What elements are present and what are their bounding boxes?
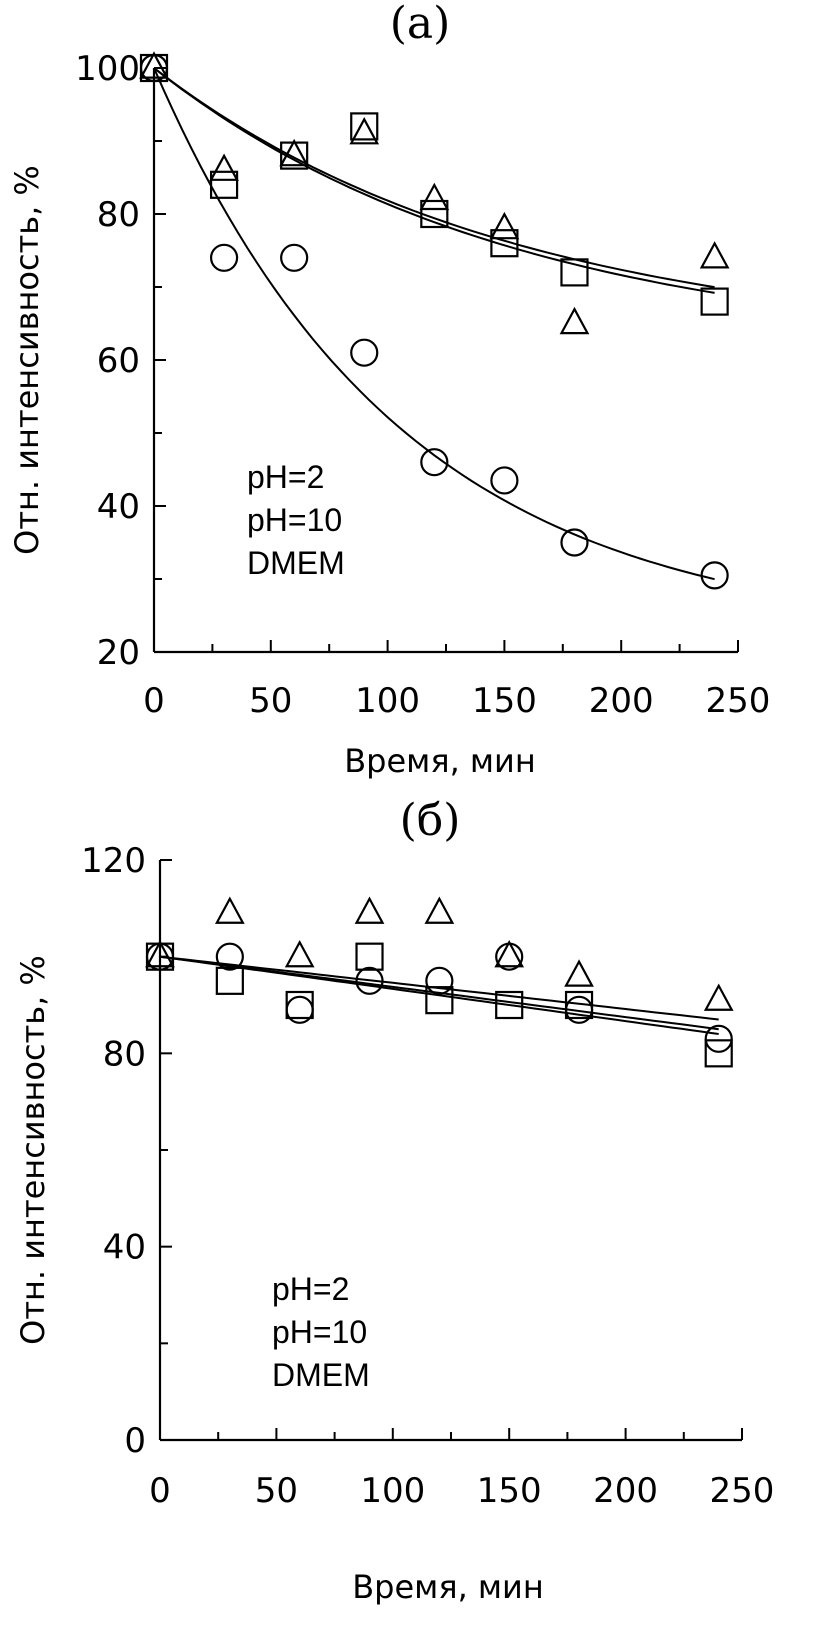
series-square (139, 53, 729, 316)
x-tick-label: 50 (255, 1471, 298, 1511)
data-point-triangle (559, 306, 590, 335)
x-tick-label: 250 (710, 1471, 775, 1511)
data-point-square (215, 966, 244, 995)
data-point-square (209, 170, 239, 199)
data-point-circle (285, 995, 314, 1024)
x-tick-label: 250 (706, 681, 771, 721)
data-point-triangle (564, 959, 594, 987)
data-point-triangle (145, 939, 175, 968)
data-point-square (700, 287, 729, 316)
data-point-triangle (419, 182, 450, 211)
legend-entry: pH=10 (272, 1314, 367, 1350)
panel-title: (a) (390, 0, 451, 49)
data-point-circle (564, 995, 594, 1024)
y-tick-label: 80 (97, 195, 140, 235)
data-point-circle (495, 942, 524, 971)
x-tick-label: 0 (143, 681, 165, 721)
fit-curve-ph10 (153, 67, 715, 294)
series-triangle (139, 51, 730, 335)
x-tick-label: 50 (249, 681, 292, 721)
data-point-circle (280, 243, 309, 272)
y-axis-label: Отн. интенсивность, % (14, 955, 52, 1345)
data-point-triangle (354, 896, 385, 924)
data-point-circle (420, 448, 449, 477)
data-point-triangle (139, 51, 169, 79)
data-point-circle (145, 942, 175, 971)
series-circle (145, 942, 733, 1053)
data-point-triangle (489, 211, 520, 240)
x-tick-label: 100 (355, 681, 420, 721)
y-axis-label: Отн. интенсивность, % (8, 165, 46, 555)
y-tick-label: 0 (124, 1421, 146, 1461)
data-point-triangle (699, 241, 730, 269)
x-tick-label: 200 (589, 681, 654, 721)
data-point-triangle (209, 153, 239, 181)
data-point-circle (700, 561, 729, 590)
x-axis-label: Время, мин (352, 1568, 544, 1606)
x-tick-label: 0 (149, 1471, 171, 1511)
y-tick-label: 100 (75, 49, 140, 89)
y-tick-label: 40 (103, 1228, 146, 1268)
data-point-triangle (703, 983, 734, 1011)
data-point-circle (350, 338, 379, 367)
chart-panel-a: (a) 0 50 100 150 200 250 20 40 60 80 100 Время, мин О… (8, 0, 770, 780)
data-point-triangle (494, 939, 525, 968)
data-point-square (280, 141, 309, 170)
data-point-square (560, 258, 589, 287)
data-point-square (350, 112, 379, 141)
data-point-circle (355, 966, 384, 995)
y-tick-label: 60 (97, 341, 140, 381)
series-circle (139, 53, 729, 590)
panel-title: (б) (400, 795, 461, 846)
legend-entry: pH=2 (247, 459, 324, 495)
data-point-square (495, 990, 524, 1020)
x-tick-label: 150 (477, 1471, 542, 1511)
x-tick-label: 150 (472, 681, 537, 721)
legend-entry: pH=10 (247, 502, 342, 538)
data-point-triangle (214, 896, 245, 924)
y-tick-label: 80 (103, 1034, 146, 1074)
data-point-triangle (349, 116, 380, 145)
series-square (145, 942, 733, 1068)
data-point-circle (209, 243, 239, 272)
series-triangle (145, 896, 734, 1011)
legend-entry: DMEM (247, 545, 345, 581)
y-tick-label: 40 (97, 487, 140, 527)
data-point-square (490, 229, 519, 258)
y-tick-label: 20 (97, 633, 140, 673)
legend-entry: DMEM (272, 1357, 370, 1393)
data-point-circle (704, 1024, 733, 1053)
chart-panel-b: (б) 0 50 100 150 200 250 0 40 80 120 Время, мин Отн.… (14, 795, 774, 1606)
x-axis-label: Время, мин (344, 742, 536, 780)
legend-entry: pH=2 (272, 1271, 349, 1307)
fit-curve-dmem (153, 67, 715, 581)
x-tick-label: 100 (360, 1471, 425, 1511)
data-point-square (355, 942, 384, 971)
data-point-circle (490, 466, 519, 495)
data-point-circle (215, 942, 244, 971)
data-point-square (420, 199, 449, 229)
data-point-triangle (284, 939, 315, 968)
y-tick-label: 120 (81, 841, 146, 881)
fit-curve-ph2 (153, 67, 715, 289)
data-point-square (704, 1039, 733, 1068)
data-point-circle (560, 528, 589, 557)
data-point-circle (139, 53, 169, 83)
data-point-triangle (424, 896, 455, 924)
data-point-circle (425, 966, 454, 995)
data-point-triangle (279, 138, 310, 167)
x-tick-label: 200 (593, 1471, 658, 1511)
data-point-square (425, 986, 454, 1015)
